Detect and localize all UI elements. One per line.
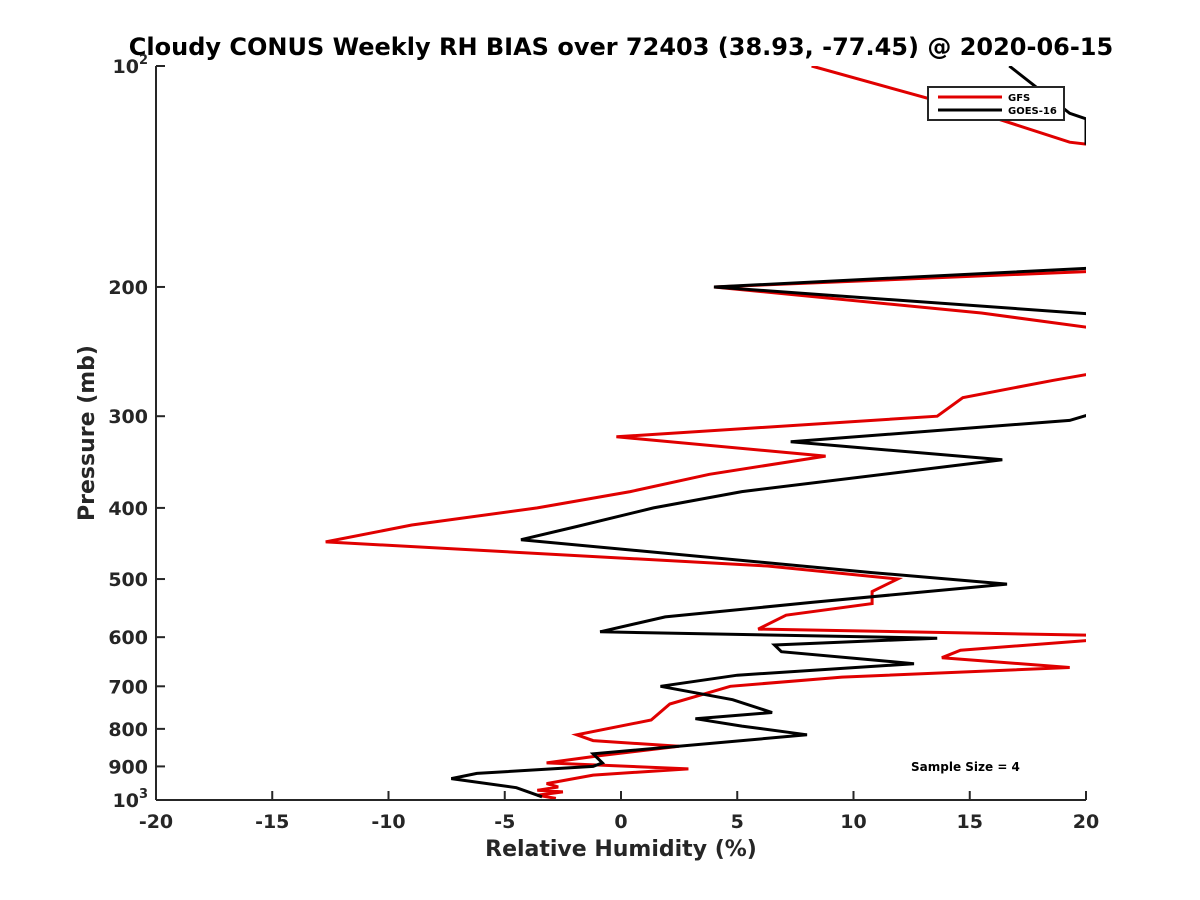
legend-label-gfs: GFS bbox=[1008, 93, 1030, 104]
legend: GFS GOES-16 bbox=[927, 86, 1065, 121]
x-tick-label: -20 bbox=[139, 811, 173, 833]
y-tick-label: 200 bbox=[108, 277, 148, 299]
y-tick-label: 500 bbox=[108, 569, 148, 591]
x-tick-label: 5 bbox=[731, 811, 744, 833]
series-line-gfs bbox=[325, 66, 1086, 800]
x-tick-label: 0 bbox=[614, 811, 627, 833]
chart-title: Cloudy CONUS Weekly RH BIAS over 72403 (… bbox=[129, 33, 1113, 61]
x-tick-label: 10 bbox=[840, 811, 866, 833]
x-tick-label: 20 bbox=[1073, 811, 1099, 833]
y-tick-label: 800 bbox=[108, 719, 148, 741]
y-tick-label: 300 bbox=[108, 406, 148, 428]
y-tick-label: 900 bbox=[108, 756, 148, 778]
y-tick-label: 400 bbox=[108, 498, 148, 520]
y-axis-label: Pressure (mb) bbox=[75, 345, 100, 521]
x-axis-ticks: -20 -15 -10 -5 0 5 10 15 20 bbox=[139, 791, 1099, 833]
x-axis-label: Relative Humidity (%) bbox=[485, 837, 757, 862]
legend-label-goes-16: GOES-16 bbox=[1008, 106, 1057, 117]
y-tick-label: 600 bbox=[108, 627, 148, 649]
x-tick-label: -15 bbox=[255, 811, 289, 833]
x-tick-label: -10 bbox=[371, 811, 405, 833]
legend-box bbox=[927, 86, 1065, 121]
x-tick-label: -5 bbox=[494, 811, 515, 833]
y-axis-ticks: 102 200 300 400 500 600 700 800 900 103 bbox=[108, 53, 165, 812]
sample-size-annotation: Sample Size = 4 bbox=[911, 760, 1020, 774]
y-tick-label: 102 bbox=[113, 53, 149, 78]
x-tick-label: 15 bbox=[957, 811, 983, 833]
y-tick-label: 700 bbox=[108, 676, 148, 698]
y-tick-label: 103 bbox=[113, 787, 149, 812]
